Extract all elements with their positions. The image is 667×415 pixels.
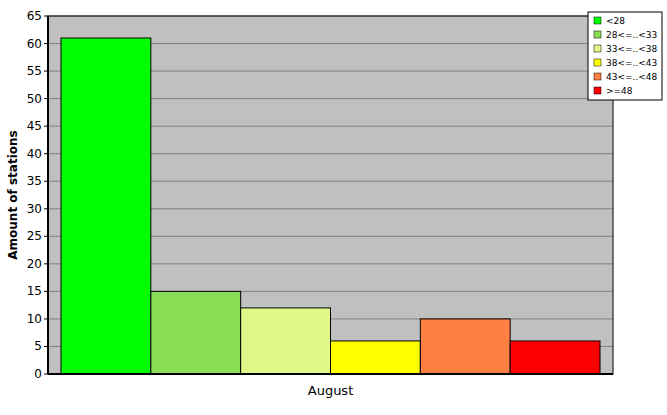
legend: <28 28<=..<33 33<=..<38 38<=..<43 43<=..<48 >… <box>588 12 662 100</box>
bar <box>510 341 600 374</box>
tick-label: 20 <box>27 257 42 271</box>
bar <box>241 308 331 374</box>
grid-line <box>48 374 613 375</box>
legend-swatch <box>594 31 601 38</box>
legend-swatch <box>594 87 601 94</box>
bars <box>61 38 600 374</box>
tick-label: 5 <box>34 339 42 353</box>
legend-swatch <box>594 45 601 52</box>
tick-label: 40 <box>27 147 42 161</box>
tick-label: 30 <box>27 202 42 216</box>
tick-label: 25 <box>27 229 42 243</box>
tick-label: 10 <box>27 312 42 326</box>
legend-label: <28 <box>606 16 625 26</box>
legend-box <box>588 12 662 100</box>
plot-frame <box>48 16 613 374</box>
x-axis <box>48 373 613 375</box>
legend-swatch <box>594 59 601 66</box>
tick-label: 0 <box>34 367 42 381</box>
category-label: August <box>308 383 354 398</box>
legend-label: 43<=..<48 <box>606 72 658 82</box>
legend-label: 28<=..<33 <box>606 30 657 40</box>
tick-label: 65 <box>27 9 42 23</box>
bar <box>61 38 151 374</box>
bar <box>420 319 510 374</box>
legend-label: 33<=..<38 <box>606 44 658 54</box>
tick-label: 50 <box>27 92 42 106</box>
plot-area <box>48 16 613 374</box>
chart: 0 5 10 15 20 25 30 35 40 45 50 55 60 65 August Amount o… <box>0 0 667 415</box>
legend-swatch <box>594 73 601 80</box>
tick-label: 60 <box>27 37 42 51</box>
y-axis-label: Amount of stations <box>6 130 20 259</box>
bar <box>151 291 241 374</box>
legend-swatch <box>594 17 601 24</box>
tick-label: 55 <box>27 64 42 78</box>
tick-label: 35 <box>27 174 42 188</box>
tick-label: 15 <box>27 284 42 298</box>
tick-label: 45 <box>27 119 42 133</box>
y-axis <box>47 16 49 374</box>
legend-label: 38<=..<43 <box>606 58 657 68</box>
bar <box>331 341 421 374</box>
legend-label: >=48 <box>606 86 633 96</box>
